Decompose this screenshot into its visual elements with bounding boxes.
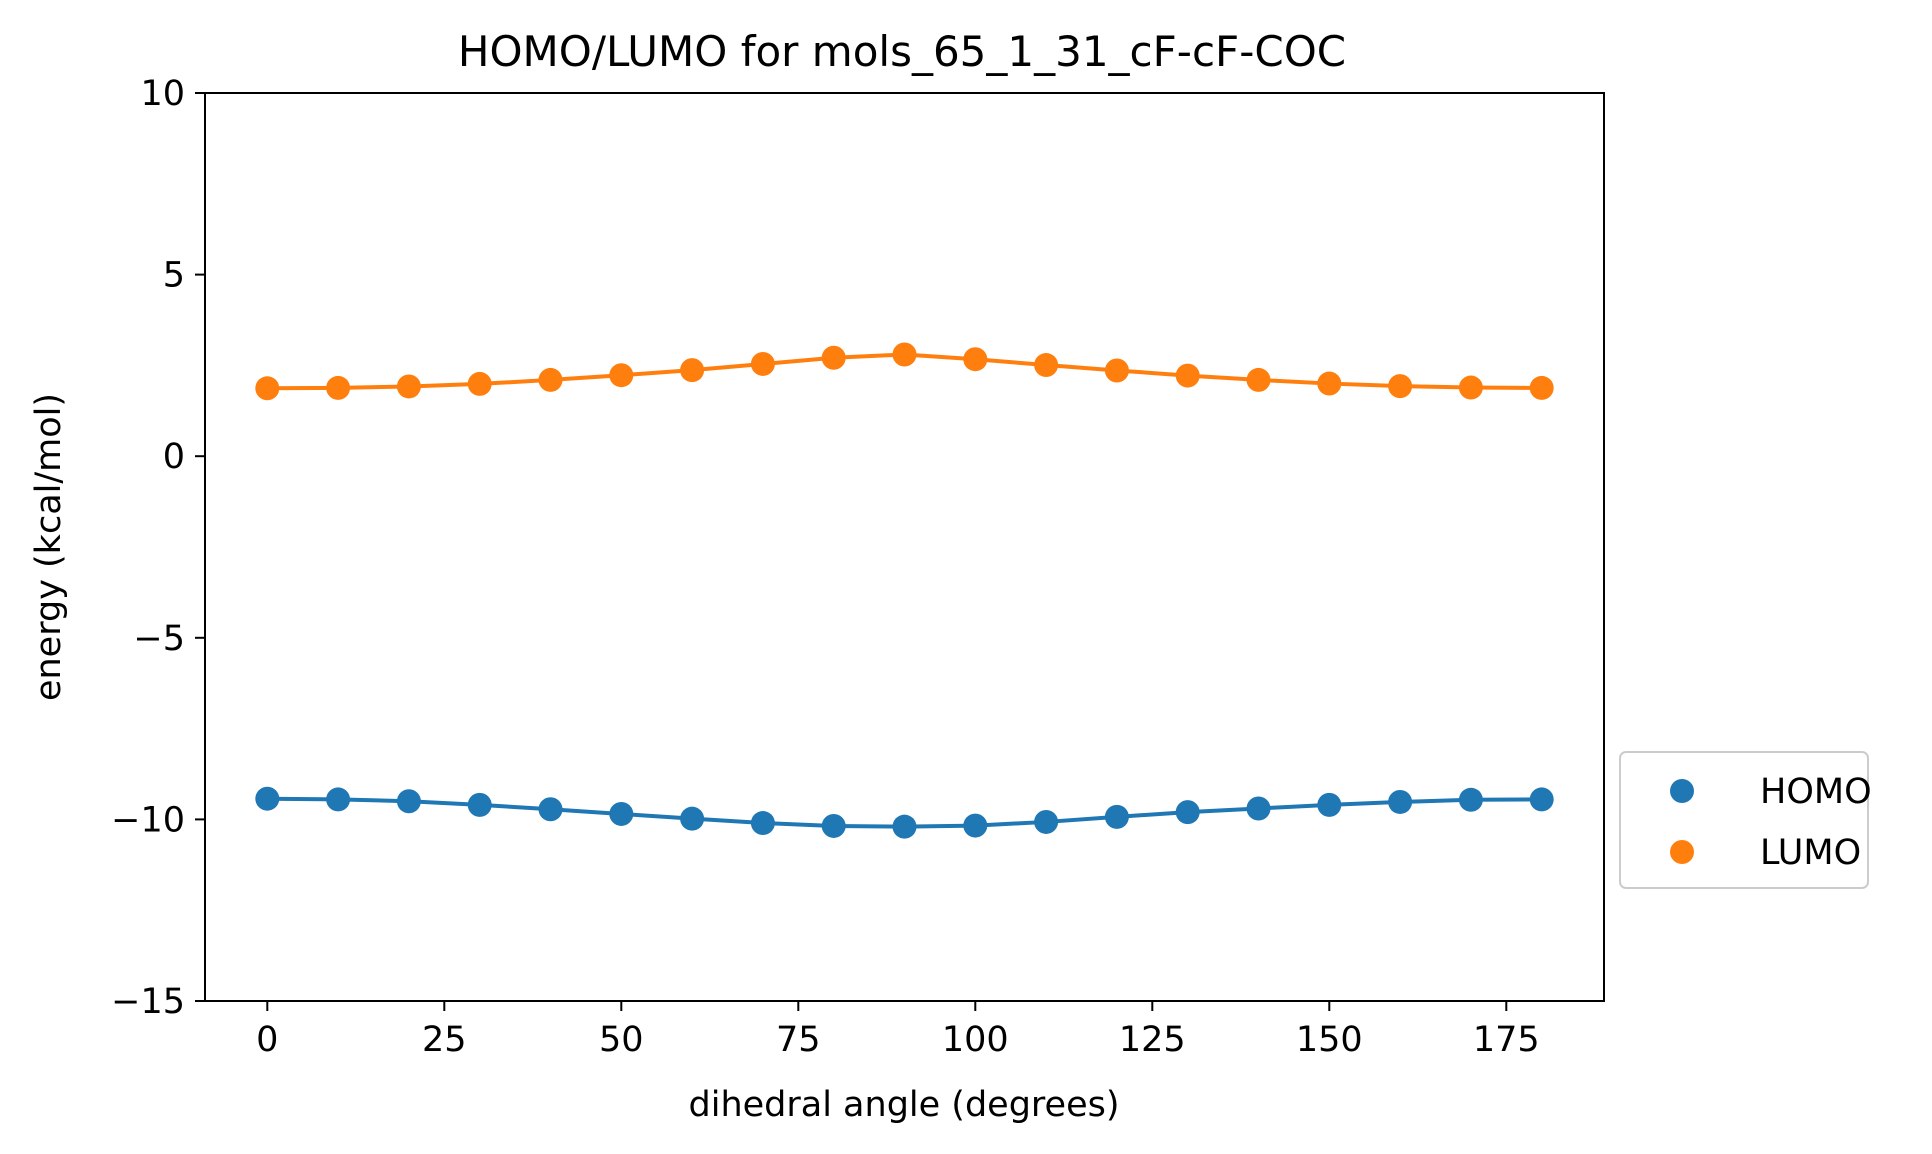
data-point-lumo — [538, 367, 563, 392]
data-point-lumo — [1246, 367, 1271, 392]
data-point-homo — [326, 787, 351, 812]
data-point-lumo — [609, 363, 634, 388]
legend-marker-homo — [1670, 779, 1694, 803]
data-point-lumo — [255, 376, 280, 401]
y-axis-title: energy (kcal/mol) — [29, 393, 69, 701]
data-point-lumo — [821, 345, 846, 370]
y-tick-label: −15 — [111, 982, 185, 1022]
y-tick-label: −5 — [133, 619, 185, 659]
data-point-homo — [1458, 787, 1483, 812]
data-point-homo — [821, 813, 846, 838]
data-point-lumo — [1317, 371, 1342, 396]
legend-marker-lumo — [1670, 840, 1694, 864]
data-point-lumo — [467, 371, 492, 396]
data-point-lumo — [1388, 374, 1413, 399]
data-point-lumo — [892, 342, 917, 367]
data-point-homo — [1529, 787, 1554, 812]
data-point-homo — [538, 797, 563, 822]
x-tick-label: 175 — [1473, 1020, 1540, 1060]
data-point-lumo — [1458, 375, 1483, 400]
data-point-lumo — [1104, 358, 1129, 383]
data-point-lumo — [1034, 353, 1059, 378]
data-point-homo — [1388, 789, 1413, 814]
legend: HOMO LUMO — [1619, 751, 1872, 889]
data-point-homo — [1034, 809, 1059, 834]
series-layer — [255, 342, 1554, 839]
data-point-homo — [1317, 792, 1342, 817]
y-tick-label: 10 — [140, 74, 185, 114]
y-tick-label: −10 — [111, 800, 185, 840]
data-point-homo — [1175, 800, 1200, 825]
data-point-lumo — [750, 351, 775, 376]
x-axis-title: dihedral angle (degrees) — [689, 1085, 1120, 1125]
data-point-homo — [680, 806, 705, 831]
x-tick-label: 75 — [776, 1020, 821, 1060]
x-tick-label: 150 — [1296, 1020, 1363, 1060]
data-point-homo — [963, 813, 988, 838]
x-tick-label: 50 — [599, 1020, 644, 1060]
x-tick-label: 25 — [422, 1020, 467, 1060]
data-point-lumo — [1175, 363, 1200, 388]
chart-title: HOMO/LUMO for mols_65_1_31_cF-cF-COC — [458, 27, 1346, 76]
x-tick-label: 100 — [942, 1020, 1009, 1060]
legend-label-homo: HOMO — [1760, 772, 1872, 812]
data-point-lumo — [1529, 375, 1554, 400]
data-point-lumo — [680, 358, 705, 383]
data-point-homo — [750, 811, 775, 836]
data-point-homo — [255, 786, 280, 811]
data-point-homo — [892, 814, 917, 839]
y-axis: 10 5 0 −5 −10 −15 — [111, 74, 205, 1022]
data-point-homo — [396, 789, 421, 814]
x-tick-label: 0 — [256, 1020, 278, 1060]
legend-label-lumo: LUMO — [1760, 833, 1861, 873]
data-point-homo — [1104, 804, 1129, 829]
x-axis: 0 25 50 75 100 125 150 175 — [256, 1001, 1540, 1060]
data-point-homo — [1246, 796, 1271, 821]
y-tick-label: 5 — [163, 256, 185, 296]
data-point-lumo — [396, 374, 421, 399]
data-point-lumo — [326, 375, 351, 400]
y-tick-label: 0 — [163, 437, 185, 477]
x-tick-label: 125 — [1119, 1020, 1186, 1060]
data-point-homo — [467, 792, 492, 817]
data-point-lumo — [963, 347, 988, 372]
plot-area — [204, 92, 1605, 1002]
data-point-homo — [609, 801, 634, 826]
